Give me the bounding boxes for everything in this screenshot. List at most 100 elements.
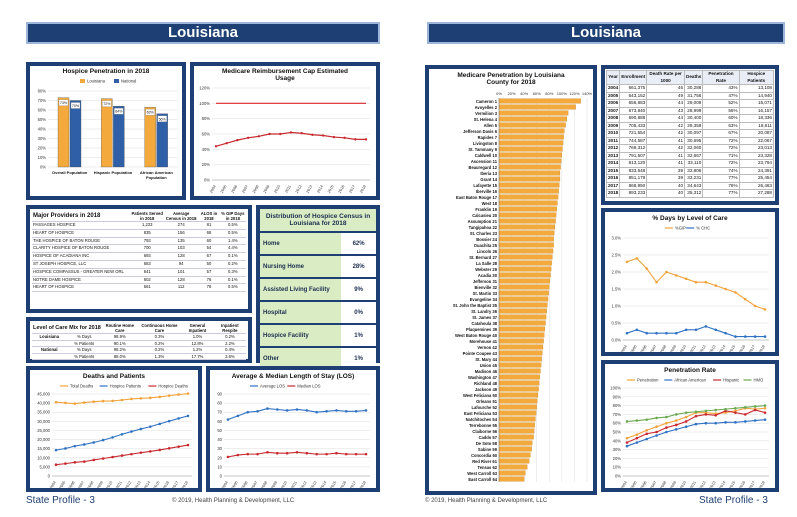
data-point [364,138,368,141]
data-point [753,304,757,308]
county-label: Union 45 [480,363,498,368]
county-label: West Feliciana 50 [463,393,498,398]
data-point [344,410,348,413]
table-row: 2018 893,233 40 35,312 77% 27,288 [605,189,775,198]
y-tick-label: 3.0% [611,236,621,241]
data-point [177,417,180,420]
x-tick-label: 2011 [284,185,292,194]
table-row: HEART OF HOSPICE 561 112 76 0.5% [32,283,246,293]
bar [498,458,530,464]
data-point [167,447,171,450]
column-header: General Inpatient [181,323,214,334]
y-tick-label: 2.0% [611,270,621,275]
county-label: Sabine 59 [478,447,498,452]
x-tick-label: 2017 [748,481,756,490]
table-cell: 27,288 [738,189,775,198]
table-cell: 40 [646,189,686,198]
data-point [665,415,668,419]
legend-label: Median LOS [297,384,320,389]
data-point [332,135,336,139]
data-point [214,145,218,148]
x-tick-label: 2015 [729,345,737,354]
bar [498,470,526,476]
x-tick-label: 2008 [660,481,668,490]
county-label: Caddo 57 [479,435,498,440]
distribution-row: Hospital 0% [260,302,376,325]
table-cell: HEART OF HOSPICE [32,283,131,293]
data-point [305,409,309,412]
data-point [236,414,240,418]
bar [498,386,539,392]
x-tick-label: 2006 [241,481,249,490]
county-label: Calcasieu 20 [472,213,498,218]
hospice-penetration-panel: Hospice Penetration in 2018 0% 10% 20% 30% 4… [26,62,186,200]
data-point [148,425,152,428]
bar [498,314,547,320]
y-tick-label: 10,000 [37,455,50,460]
x-tick-label: 2007 [77,481,85,490]
y-tick-label: 35,000 [37,410,50,415]
data-point [335,451,338,455]
county-label: La Salle 28 [476,261,498,266]
table-cell: 68 [198,229,220,238]
bar [498,212,557,218]
county-label: St. Helena 4 [474,117,498,122]
data-point [734,291,737,294]
bar [498,230,555,236]
table-cell: 641 [130,268,165,277]
y-tick-label: 70 [217,410,222,415]
table-cell: 32,060 [684,144,704,153]
county-label: Natchitoches 54 [466,417,498,422]
table-cell: 50 [198,260,220,269]
table-cell: 23,794 [738,159,775,168]
county-label: St. Mary 44 [475,357,497,362]
x-tick-label: 2014 [320,481,328,490]
column-header: Enrollment [619,70,648,85]
county-label: Plaquemines 39 [466,327,498,332]
data-point [139,397,143,400]
data-point [684,277,688,281]
x-tick-label: 2010 [106,481,114,490]
table-cell: 2016 [605,174,621,183]
county-label: Red River 61 [472,459,498,464]
table-row: HOSPICE COMPASSUS - GREATER NEW ORL 641 10… [32,268,246,277]
table-cell: 98.2% [101,346,138,354]
y-tick-label: 40% [613,438,622,443]
data-point [625,441,629,444]
table-cell: 57 [198,268,220,277]
table-row: 2011 744,587 41 30,695 72% 22,067 [605,136,775,145]
table-cell: 135 [164,237,199,246]
county-penetration-panel: Medicare Penetration by Louisiana County… [425,65,597,495]
distribution-row: Home 62% [260,233,376,256]
bar [498,416,536,422]
data-point [684,420,688,423]
table-cell: 103 [164,244,199,254]
data-point [275,408,279,411]
table-cell [32,340,67,347]
table-cell: 673,840 [619,106,648,115]
x-tick-label: 40% [520,91,528,96]
data-point [285,409,289,412]
distribution-value: 1% [341,325,376,346]
y-tick-label: 70% [613,412,622,417]
x-tick-label: 2013 [134,481,142,490]
y-tick-label: 20 [217,455,222,460]
x-tick-label: 2012 [125,481,133,490]
x-tick-label: 2015 [729,481,737,490]
table-row: % Patients 90.1% 0.2% 12.8% 2.2% [32,340,246,347]
x-tick-label: 2009 [270,481,278,490]
data-point [645,428,649,432]
data-point [279,132,282,136]
page-title: Louisiana [26,22,380,44]
data-point [236,453,240,457]
data-point [120,432,124,436]
bar [498,362,542,368]
data-point [54,463,58,467]
data-point [743,406,747,409]
table-row: 2015 833,548 39 32,806 74% 24,391 [605,166,775,175]
table-cell: 47% [702,91,740,100]
los-panel: Average & Median Length of Stay (LOS) 0 1… [206,366,380,492]
data-point [343,136,346,140]
bar [498,98,581,104]
table-row: CLARITY HOSPICE OF BATON ROUGE 700 103 54 4.… [32,244,246,254]
